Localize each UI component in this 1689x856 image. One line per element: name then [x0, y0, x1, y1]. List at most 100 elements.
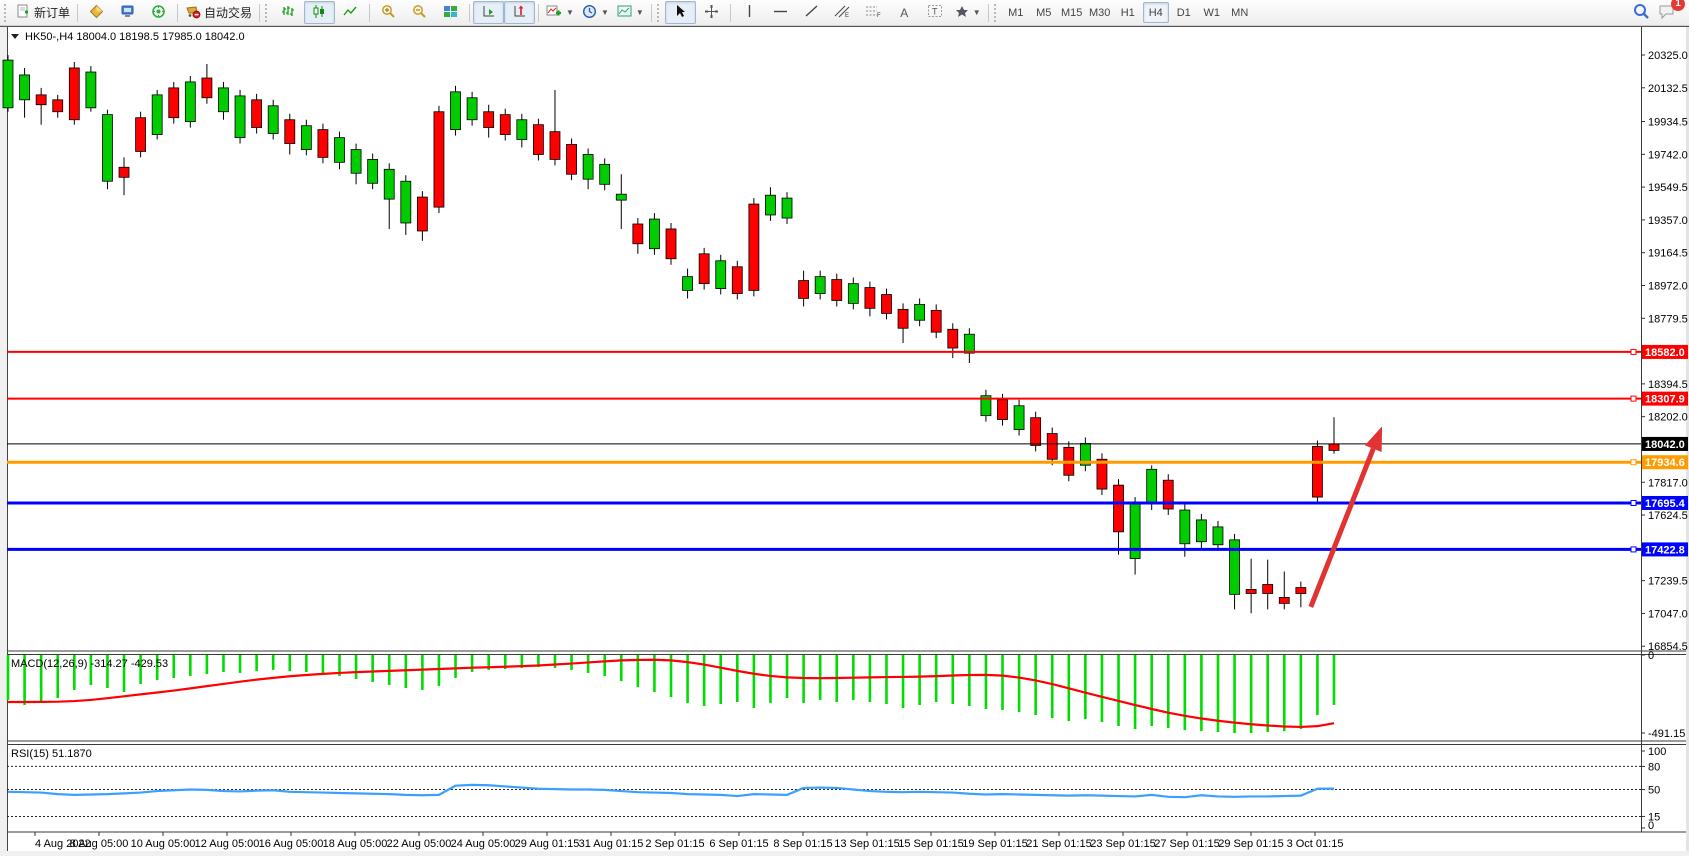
candle-body	[350, 149, 362, 174]
symbol-dropdown-icon[interactable]	[11, 34, 19, 39]
price-tick-label: 17817.0	[1648, 477, 1688, 489]
toolbar-grip[interactable]	[4, 3, 10, 22]
cursor-icon	[674, 4, 687, 21]
autotrading-button[interactable]: 自动交易	[181, 1, 256, 24]
timeframe-h4-button[interactable]: H4	[1142, 2, 1169, 23]
arrows-icon	[955, 4, 969, 21]
candle-body	[450, 91, 461, 131]
toolbar-separator	[469, 3, 471, 22]
price-tick-label: 17239.5	[1648, 576, 1688, 588]
vertical-line-button[interactable]	[734, 1, 765, 24]
timeframe-m1-button[interactable]: M1	[1008, 6, 1024, 19]
chevron-down-icon: ▼	[600, 8, 609, 17]
price-level-label-box	[1642, 436, 1688, 451]
price-axis-area[interactable]	[1642, 27, 1688, 832]
timeframe-h1-button[interactable]: H1	[1120, 6, 1135, 19]
time-axis-area[interactable]	[8, 833, 1641, 851]
level-handle[interactable]	[1630, 499, 1637, 506]
candle-body	[433, 111, 445, 208]
data-window-button[interactable]	[112, 1, 143, 24]
zoom-in-button[interactable]	[373, 1, 404, 24]
timeframe-w1-button[interactable]: W1	[1203, 6, 1220, 19]
periods-button[interactable]: ▼	[578, 1, 613, 24]
arrows-button[interactable]: ▼	[951, 1, 985, 24]
timeframe-m5-button[interactable]: M5	[1036, 6, 1052, 19]
new-order-button[interactable]: 新订单	[12, 1, 74, 24]
macd-pane-plot[interactable]	[8, 655, 1641, 740]
search-icon[interactable]	[1632, 2, 1650, 23]
main-chart-plot[interactable]	[8, 42, 1641, 650]
candle-body	[1212, 526, 1224, 546]
price-tick-label: 20132.5	[1648, 83, 1688, 95]
candle-body	[251, 99, 263, 128]
toolbar-grip[interactable]	[993, 3, 1000, 22]
time-tick-label: 31 Aug 01:15	[579, 838, 644, 850]
zoom-out-button[interactable]	[404, 1, 435, 24]
templates-button[interactable]: ▼	[613, 1, 648, 24]
candle-body	[715, 260, 727, 289]
templates-icon	[617, 4, 632, 22]
toolbar-grip[interactable]	[656, 3, 663, 22]
horizontal-line-icon	[773, 5, 788, 21]
timeframe-m15-button[interactable]: M15	[1061, 6, 1083, 19]
market-watch-button[interactable]	[81, 1, 112, 24]
price-tick-label: 17624.5	[1648, 510, 1688, 522]
chart-shift-button[interactable]	[504, 1, 536, 24]
candle-body	[566, 144, 577, 175]
trendline-button[interactable]	[796, 1, 827, 24]
line-chart-button[interactable]	[335, 1, 366, 24]
tile-windows-button[interactable]	[435, 1, 466, 24]
time-tick-label: 12 Aug 05:00	[195, 838, 260, 850]
text-button[interactable]: A	[889, 1, 920, 24]
time-tick-label: 10 Aug 05:00	[131, 838, 196, 850]
candle-body	[383, 168, 395, 200]
candle-body	[930, 309, 942, 333]
trend-arrow-head[interactable]	[1364, 426, 1383, 453]
candle-body	[499, 114, 511, 135]
time-tick-label: 19 Sep 01:15	[962, 838, 1027, 850]
indicators-button[interactable]: ▼	[542, 1, 578, 24]
time-tick-label: 21 Sep 01:15	[1026, 838, 1091, 850]
price-tick-label: 19742.0	[1648, 149, 1688, 161]
cursor-button[interactable]	[664, 1, 696, 24]
candle-body	[483, 111, 495, 128]
timeframe-d1-button[interactable]: D1	[1176, 6, 1191, 19]
level-handle[interactable]	[1630, 395, 1637, 402]
rsi-pane-plot[interactable]	[8, 745, 1641, 831]
level-handle[interactable]	[1630, 459, 1637, 466]
candle-body	[516, 119, 528, 140]
level-handle[interactable]	[1630, 546, 1637, 553]
bar-chart-button[interactable]	[273, 1, 304, 24]
rsi-axis-label: 15	[1648, 811, 1660, 823]
time-tick-label: 13 Sep 01:15	[834, 838, 899, 850]
navigator-button[interactable]	[143, 1, 174, 24]
horizontal-line-button[interactable]	[765, 1, 796, 24]
time-tick-label: 23 Sep 01:15	[1090, 838, 1155, 850]
channel-button[interactable]: E	[827, 1, 858, 24]
auto-scroll-button[interactable]	[473, 1, 505, 24]
toolbar-grip[interactable]	[265, 3, 271, 22]
rsi-axis-label: 0	[1648, 820, 1654, 832]
notifications-button[interactable]: 1	[1658, 0, 1685, 23]
data-window-icon	[120, 4, 135, 22]
candle-body	[632, 223, 644, 245]
candle-body	[135, 117, 147, 152]
candle-body	[35, 94, 47, 106]
text-label-button[interactable]: T	[920, 1, 951, 24]
zoom-out-icon	[412, 4, 427, 22]
timeframe-mn-button[interactable]: MN	[1231, 6, 1249, 19]
crosshair-button[interactable]	[696, 1, 727, 24]
time-tick-label: 15 Sep 01:15	[898, 838, 963, 850]
svg-text:T: T	[932, 7, 938, 17]
timeframe-m30-button[interactable]: M30	[1089, 6, 1111, 19]
level-handle[interactable]	[1630, 348, 1637, 355]
candle-body	[234, 95, 246, 139]
candlestick-chart-button[interactable]	[304, 1, 336, 24]
trend-arrow-line[interactable]	[1308, 447, 1376, 608]
candle-body	[102, 114, 113, 182]
candle-body	[731, 266, 743, 294]
text-label-icon: T	[927, 4, 943, 21]
fibonacci-button[interactable]: F	[858, 1, 889, 24]
time-tick-label: 8 Sep 01:15	[773, 838, 832, 850]
